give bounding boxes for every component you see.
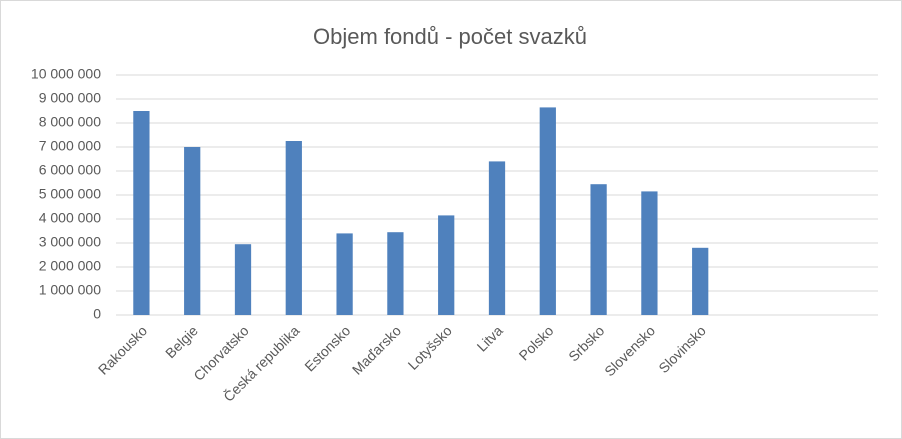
bar bbox=[336, 233, 353, 315]
bar bbox=[285, 141, 302, 315]
y-tick-label: 6 000 000 bbox=[39, 162, 101, 178]
bar bbox=[438, 215, 455, 315]
bar bbox=[488, 161, 506, 315]
bar bbox=[184, 147, 201, 315]
y-tick-label: 10 000 000 bbox=[31, 66, 101, 82]
y-tick-label: 1 000 000 bbox=[39, 282, 101, 298]
bar bbox=[692, 247, 709, 315]
bar bbox=[133, 111, 150, 315]
bar bbox=[539, 107, 556, 316]
bar bbox=[234, 244, 252, 315]
bar bbox=[387, 232, 404, 315]
y-tick-label: 2 000 000 bbox=[39, 258, 101, 274]
y-tick-label: 9 000 000 bbox=[39, 90, 101, 106]
chart-title: Objem fondů - počet svazků bbox=[313, 24, 587, 49]
y-tick-label: 5 000 000 bbox=[39, 186, 101, 202]
bar bbox=[590, 184, 607, 315]
y-tick-label: 4 000 000 bbox=[39, 210, 101, 226]
y-tick-label: 8 000 000 bbox=[39, 114, 101, 130]
y-tick-label: 0 bbox=[93, 306, 101, 322]
bar bbox=[641, 191, 658, 315]
y-tick-label: 7 000 000 bbox=[39, 138, 101, 154]
y-tick-label: 3 000 000 bbox=[39, 234, 101, 250]
